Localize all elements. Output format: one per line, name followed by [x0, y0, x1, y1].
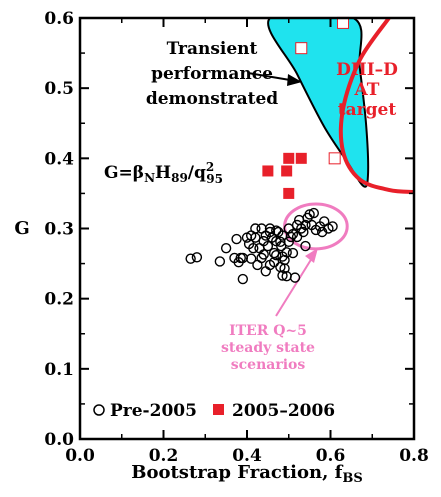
legend-marker-new [213, 404, 224, 415]
new-2005-2006-point [295, 152, 307, 164]
pre-2005-point [271, 249, 282, 261]
x-tick-label: 0.0 [65, 446, 95, 466]
pre-2005-point [260, 266, 271, 277]
pre-2005-point [283, 236, 294, 248]
iter-label-1: ITER Q~5 [229, 323, 307, 339]
axis-ticks [79, 17, 415, 440]
legend-marker-pre [93, 404, 105, 416]
pre-2005-point [298, 226, 309, 238]
y-tick-label: 0.2 [44, 290, 74, 310]
formula: G=βNH89/q2 95 [104, 160, 223, 186]
y-axis-title: G [14, 218, 29, 239]
diii-label-1: DIII–D [336, 60, 398, 80]
pre-2005-point [287, 247, 299, 259]
legend: Pre-2005 2005–2006 [93, 401, 335, 421]
pre-2005-point [327, 221, 338, 232]
pre-2005-point [262, 240, 274, 252]
pre-2005-point [285, 231, 297, 243]
new-2005-2006-point [262, 165, 274, 177]
new-2005-2006-point [283, 152, 295, 164]
transient-arrowhead [287, 74, 302, 86]
pre-2005-point [291, 231, 303, 243]
open-square-point [295, 42, 308, 55]
x-tick-label: 0.8 [399, 446, 429, 466]
pre-2005-point [281, 247, 292, 258]
legend-label-new: 2005–2006 [232, 401, 335, 421]
new-2005-2006-point [283, 187, 295, 199]
transient-label-2: performance [151, 64, 273, 84]
pre-2005-point [271, 225, 282, 236]
pre-2005-point [248, 242, 259, 254]
transient-label-1: Transient [167, 39, 258, 59]
y-tick-label: 0.4 [44, 149, 74, 169]
iter-arrowhead [305, 248, 318, 263]
pre-2005-point [220, 242, 232, 254]
y-tick-label: 0.0 [44, 430, 74, 450]
x-tick-label: 0.2 [149, 446, 179, 466]
iter-arrow [275, 257, 313, 317]
open-square-point [328, 152, 341, 165]
iter-label-3: scenarios [231, 357, 306, 373]
pre-2005-point [268, 247, 280, 259]
pre-2005-point [289, 272, 301, 283]
x-tick-label: 0.4 [232, 446, 262, 466]
pre-2005-point [235, 252, 246, 264]
x-axis-title: Bootstrap Fraction, fBS [131, 462, 362, 486]
pre-2005-point [245, 253, 257, 264]
pre-2005-point [300, 240, 311, 252]
pre-2005-point [316, 226, 328, 238]
annotation-arrows [247, 72, 318, 317]
regions [267, 18, 414, 251]
pre-2005-point [191, 252, 203, 263]
diii-label-2: AT [354, 80, 380, 100]
pre-2005-point [250, 223, 261, 234]
tick-labels: 0.0 0.2 0.4 0.6 0.8 0.0 0.1 0.2 0.3 0.4 0.5 0.6 [44, 9, 428, 466]
diii-label-3: target [338, 100, 397, 120]
data-points [185, 16, 350, 285]
pre-2005-point [277, 270, 288, 281]
y-tick-label: 0.1 [44, 360, 74, 380]
pre-2005-point [185, 253, 196, 264]
pre-2005-point [237, 273, 249, 285]
new-2005-2006-point [281, 165, 293, 177]
pre-2005-point [214, 256, 226, 267]
iter-label-2: steady state [221, 340, 315, 356]
transient-arrow [247, 72, 291, 81]
y-tick-label: 0.6 [44, 9, 74, 29]
diii-target-curve [338, 18, 414, 194]
pre-2005-point [308, 207, 319, 219]
pre-2005-point [279, 254, 290, 266]
legend-label-pre: Pre-2005 [110, 401, 197, 421]
y-tick-label: 0.3 [44, 220, 74, 240]
y-tick-label: 0.5 [44, 79, 74, 99]
pre-2005-point [300, 219, 311, 231]
transient-label-3: demonstrated [146, 89, 278, 109]
x-tick-label: 0.6 [316, 446, 346, 466]
pre-2005-point [231, 233, 242, 245]
pre-2005-point [268, 256, 280, 268]
pre-2005-point [258, 249, 269, 260]
